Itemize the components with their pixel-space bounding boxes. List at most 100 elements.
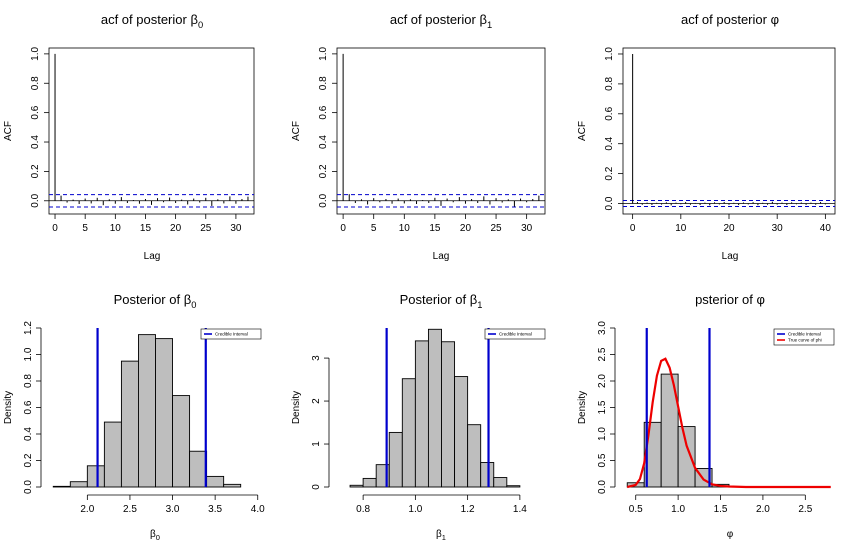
histogram-bar [103, 421, 122, 488]
x-tick-label: 20 [170, 223, 182, 234]
x-tick-label: 0.8 [356, 504, 370, 515]
y-tick-label: 0.8 [318, 76, 329, 90]
histogram-bar [138, 334, 156, 488]
y-tick-label: 0.6 [30, 105, 41, 119]
histogram-bar [454, 376, 469, 488]
chart-title-symbol: φ [756, 292, 764, 307]
plot-frame [622, 47, 836, 215]
y-tick-label: 2.0 [597, 374, 608, 388]
panel-acf_phi: acf of posterior φ ACF 0 10 20 30 40 Lag 0.0 0.2 0… [577, 12, 836, 262]
x-tick-label: 2.5 [798, 504, 812, 515]
x-tick-label: 30 [521, 223, 533, 234]
chart-title-symbol: β [470, 292, 477, 307]
y-axis-label: ACF [577, 121, 588, 141]
y-tick-label: 1.0 [318, 46, 329, 60]
chart-title: acf of posterior β0 [101, 12, 203, 30]
legend-box [200, 328, 262, 340]
histogram-bar [206, 475, 225, 488]
histogram-bar [401, 378, 416, 488]
y-tick-label: 0.4 [604, 136, 615, 150]
panel-acf_b1: acf of posterior β1 ACF 0 5 10 15 20 25 30 Lag 0.0… [291, 12, 546, 262]
y-tick-label: 1.0 [23, 347, 34, 361]
histogram-bar [120, 360, 139, 488]
legend-label: Credible Interval [215, 332, 248, 337]
y-tick-label: 1.0 [597, 427, 608, 441]
chart-title: psterior of φ [695, 292, 765, 307]
x-tick-label: 25 [490, 223, 502, 234]
y-tick-label: 1.5 [597, 400, 608, 414]
x-tick-label: 2.0 [80, 504, 94, 515]
chart-title-text: Posterior of [114, 292, 184, 307]
x-tick-label: 4.0 [251, 504, 265, 515]
x-tick-label: 20 [723, 223, 735, 234]
y-tick-label: 2.5 [597, 347, 608, 361]
x-axis-label-subscript: 1 [442, 533, 446, 542]
x-tick-label: 40 [820, 223, 832, 234]
histogram-bar [189, 450, 208, 488]
chart-title: Posterior of β0 [114, 292, 197, 310]
legend-label: Credible Interval [788, 332, 821, 337]
y-tick-label: 0.8 [23, 374, 34, 388]
chart-title-subscript: 1 [487, 20, 492, 30]
histogram-bar [493, 477, 508, 488]
x-axis-label-symbol: β [150, 529, 156, 540]
x-tick-label: 2.5 [123, 504, 137, 515]
x-tick-label: 3.0 [166, 504, 180, 515]
y-tick-label: 3 [311, 355, 322, 361]
chart-title-symbol: β [479, 12, 486, 27]
chart-title: acf of posterior φ [681, 12, 779, 27]
y-tick-label: 0.0 [597, 480, 608, 494]
y-tick-label: 0.0 [23, 480, 34, 494]
y-tick-label: 0.4 [30, 135, 41, 149]
y-tick-label: 2 [311, 398, 322, 404]
x-tick-label: 0.5 [629, 504, 643, 515]
y-axis-label: ACF [291, 121, 302, 141]
x-tick-label: 20 [460, 223, 472, 234]
y-tick-label: 0.4 [318, 135, 329, 149]
histogram-bar [388, 431, 403, 488]
x-tick-label: 10 [399, 223, 411, 234]
x-tick-label: 15 [429, 223, 441, 234]
x-tick-label: 30 [230, 223, 242, 234]
x-tick-label: 10 [675, 223, 687, 234]
x-axis-label-subscript: 0 [156, 533, 160, 542]
y-tick-label: 0.0 [318, 193, 329, 207]
chart-title-text: psterior of [695, 292, 756, 307]
y-tick-label: 0.2 [604, 166, 615, 180]
y-tick-label: 3.0 [597, 321, 608, 335]
chart-title: Posterior of β1 [400, 292, 483, 310]
x-tick-label: 1.0 [408, 504, 422, 515]
chart-title-subscript: 1 [477, 300, 482, 310]
x-tick-label: 1.2 [461, 504, 475, 515]
histogram-bar [414, 340, 429, 488]
histogram-bar [362, 477, 377, 488]
histogram-bar [69, 481, 88, 488]
y-tick-label: 0.2 [30, 164, 41, 178]
x-tick-label: 3.5 [208, 504, 222, 515]
histogram-bar [441, 341, 456, 488]
legend-label: Credible Interval [499, 332, 532, 337]
chart-title-text: acf of posterior [101, 12, 191, 27]
x-tick-label: 5 [371, 223, 377, 234]
y-tick-label: 0 [311, 484, 322, 490]
x-axis-label: Lag [433, 251, 450, 262]
y-axis-label: Density [577, 391, 588, 424]
y-tick-label: 0.6 [23, 400, 34, 414]
x-tick-label: 0 [340, 223, 346, 234]
panel-post_phi: psterior of φ Density 0.0 0.5 1.0 1.5 2.0 2.5 3.… [577, 292, 835, 540]
histogram-bar [172, 395, 191, 488]
y-tick-label: 1 [311, 441, 322, 447]
x-tick-label: 1.5 [714, 504, 728, 515]
y-tick-label: 0.8 [30, 76, 41, 90]
histogram-bar [349, 484, 364, 488]
histogram-bar [155, 338, 173, 488]
y-tick-label: 0.4 [23, 427, 34, 441]
chart-title-symbol: β [184, 292, 191, 307]
y-tick-label: 0.5 [597, 453, 608, 467]
y-tick-label: 0.2 [23, 453, 34, 467]
y-axis-label: Density [3, 391, 14, 424]
histogram-bar [427, 328, 442, 488]
